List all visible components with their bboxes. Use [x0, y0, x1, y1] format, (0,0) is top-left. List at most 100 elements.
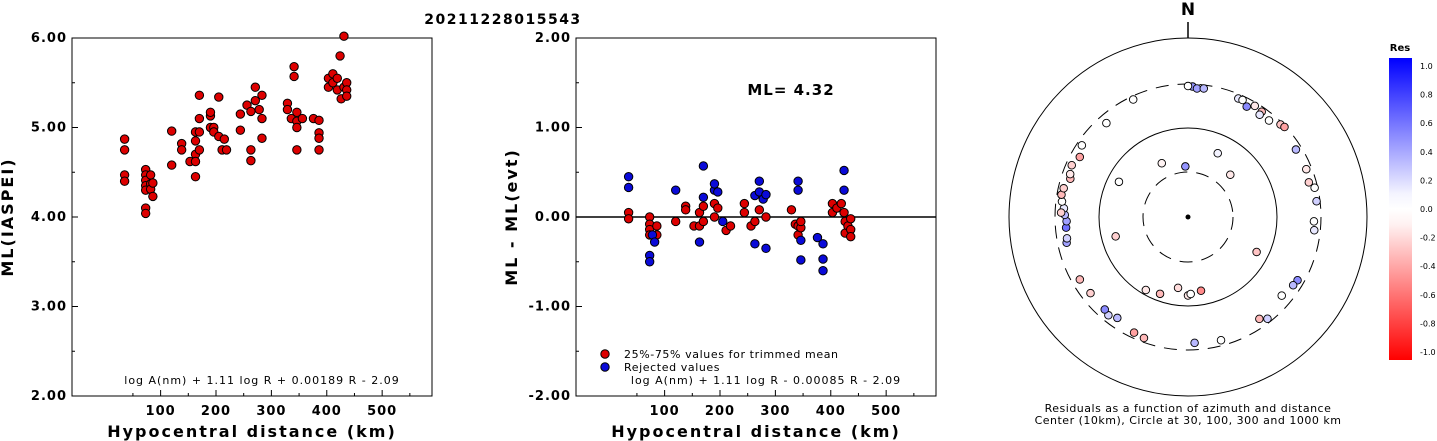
- data-point: [818, 266, 828, 276]
- y-tick-label: -2.00: [529, 389, 571, 404]
- data-point: [698, 201, 709, 211]
- station-point: [1291, 145, 1301, 154]
- tick-marks-2: 100 200 300 400 500 -2.00 -1.00 0.00 1.00 2.00: [529, 31, 915, 419]
- points-1: [119, 31, 352, 219]
- data-point: [289, 61, 299, 72]
- data-point: [214, 92, 224, 102]
- data-point: [148, 191, 158, 202]
- ylabel-2: ML - ML(evt): [502, 148, 521, 286]
- station-point: [1312, 196, 1321, 206]
- data-point: [194, 90, 205, 100]
- panel-azimuth-residuals: N Residuals as a function of azimuth and…: [1008, 0, 1368, 427]
- station-point: [1157, 158, 1167, 168]
- station-point: [1304, 178, 1314, 187]
- legend-marker-rejected: [600, 362, 610, 372]
- caption-line-1: Residuals as a function of azimuth and d…: [1045, 402, 1332, 415]
- data-point: [652, 221, 662, 231]
- data-point: [670, 185, 681, 195]
- data-point: [713, 203, 723, 213]
- data-point: [166, 126, 177, 136]
- station-point: [1310, 183, 1319, 193]
- figure-title: 20211228015543: [424, 12, 581, 28]
- station-point: [1128, 95, 1138, 104]
- data-point: [786, 205, 797, 215]
- station-point: [1086, 288, 1095, 298]
- station-point: [1213, 149, 1222, 158]
- data-point: [119, 145, 130, 155]
- data-point: [257, 133, 267, 143]
- y-tick-label: 6.00: [31, 31, 67, 46]
- data-point: [709, 179, 720, 189]
- caption-line-2: Center (10km), Circle at 30, 100, 300 an…: [1035, 414, 1342, 427]
- station-point: [1067, 160, 1076, 170]
- data-point: [246, 106, 256, 117]
- data-point: [190, 156, 201, 167]
- station-point: [1139, 333, 1149, 343]
- points-2: [623, 161, 856, 276]
- x-tick-label: 500: [871, 404, 901, 419]
- data-point: [718, 216, 728, 227]
- data-point: [670, 216, 681, 227]
- data-point: [297, 113, 308, 124]
- data-point: [680, 205, 691, 215]
- station-point: [1196, 286, 1206, 296]
- station-point: [1113, 313, 1122, 323]
- station-point: [1242, 102, 1251, 111]
- x-tick-label: 400: [312, 404, 342, 419]
- data-point: [649, 237, 660, 247]
- station-point: [1255, 110, 1264, 119]
- data-point: [839, 165, 849, 176]
- station-point: [1173, 283, 1183, 293]
- data-point: [761, 189, 771, 200]
- data-point: [796, 235, 806, 245]
- data-point: [194, 145, 205, 155]
- station-point: [1288, 281, 1298, 290]
- colorbar-tick-label: 1.0: [1420, 62, 1433, 71]
- data-point: [250, 95, 261, 106]
- data-point: [246, 155, 256, 166]
- station-point: [1065, 169, 1075, 179]
- station-point: [1141, 285, 1151, 295]
- station-point: [1077, 141, 1087, 150]
- data-point: [339, 31, 349, 41]
- data-point: [257, 113, 267, 124]
- data-point: [793, 176, 803, 186]
- colorbar-tick-label: -0.8: [1420, 319, 1436, 328]
- data-point: [190, 136, 201, 146]
- data-point: [623, 172, 634, 182]
- data-point: [194, 113, 205, 124]
- ring-100km: [1098, 127, 1278, 307]
- data-point: [176, 145, 187, 155]
- residual-colorbar: Res 1.0 0.8 0.6 0.4 0.2 0.0 -0.2 -0.4 -0.6 -0.8 -1…: [1389, 43, 1436, 360]
- data-point: [235, 125, 246, 135]
- data-point: [739, 207, 750, 218]
- data-point: [812, 232, 823, 243]
- station-point: [1226, 170, 1235, 179]
- x-tick-label: 300: [760, 404, 790, 419]
- formula-1: log A(nm) + 1.11 log R + 0.00189 R - 2.0…: [124, 374, 399, 387]
- data-point: [205, 107, 216, 117]
- station-point: [1062, 234, 1072, 243]
- panel-ml-iaspei: 100 200 300 400 500 2.00 3.00 4.00 5.00 6.00 ML(I…: [0, 31, 433, 441]
- station-point: [1238, 95, 1247, 105]
- x-tick-label: 100: [146, 404, 176, 419]
- station-point: [1075, 275, 1085, 284]
- data-point: [623, 214, 634, 224]
- station-point: [1264, 116, 1274, 125]
- formula-2: log A(nm) + 1.11 log R - 0.00085 R - 2.0…: [631, 374, 901, 387]
- colorbar-tick-label: -0.4: [1420, 262, 1436, 271]
- data-point: [190, 172, 201, 182]
- station-point: [1102, 118, 1111, 128]
- data-point: [713, 187, 723, 197]
- data-point: [754, 176, 765, 186]
- y-tick-label: 5.00: [31, 121, 67, 136]
- y-tick-label: 1.00: [535, 121, 571, 136]
- data-point: [846, 231, 856, 242]
- data-point: [761, 212, 771, 222]
- center-dot: [1185, 214, 1191, 220]
- x-tick-label: 400: [816, 404, 846, 419]
- data-point: [342, 91, 352, 101]
- colorbar-tick-label: 0.2: [1420, 176, 1433, 185]
- ring-30km: [1142, 171, 1234, 263]
